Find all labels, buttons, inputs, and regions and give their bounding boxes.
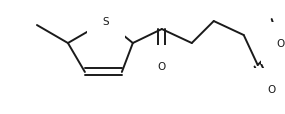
Text: O: O xyxy=(268,84,276,94)
Text: O: O xyxy=(276,39,285,49)
Text: O: O xyxy=(158,61,166,71)
Text: S: S xyxy=(103,17,109,27)
